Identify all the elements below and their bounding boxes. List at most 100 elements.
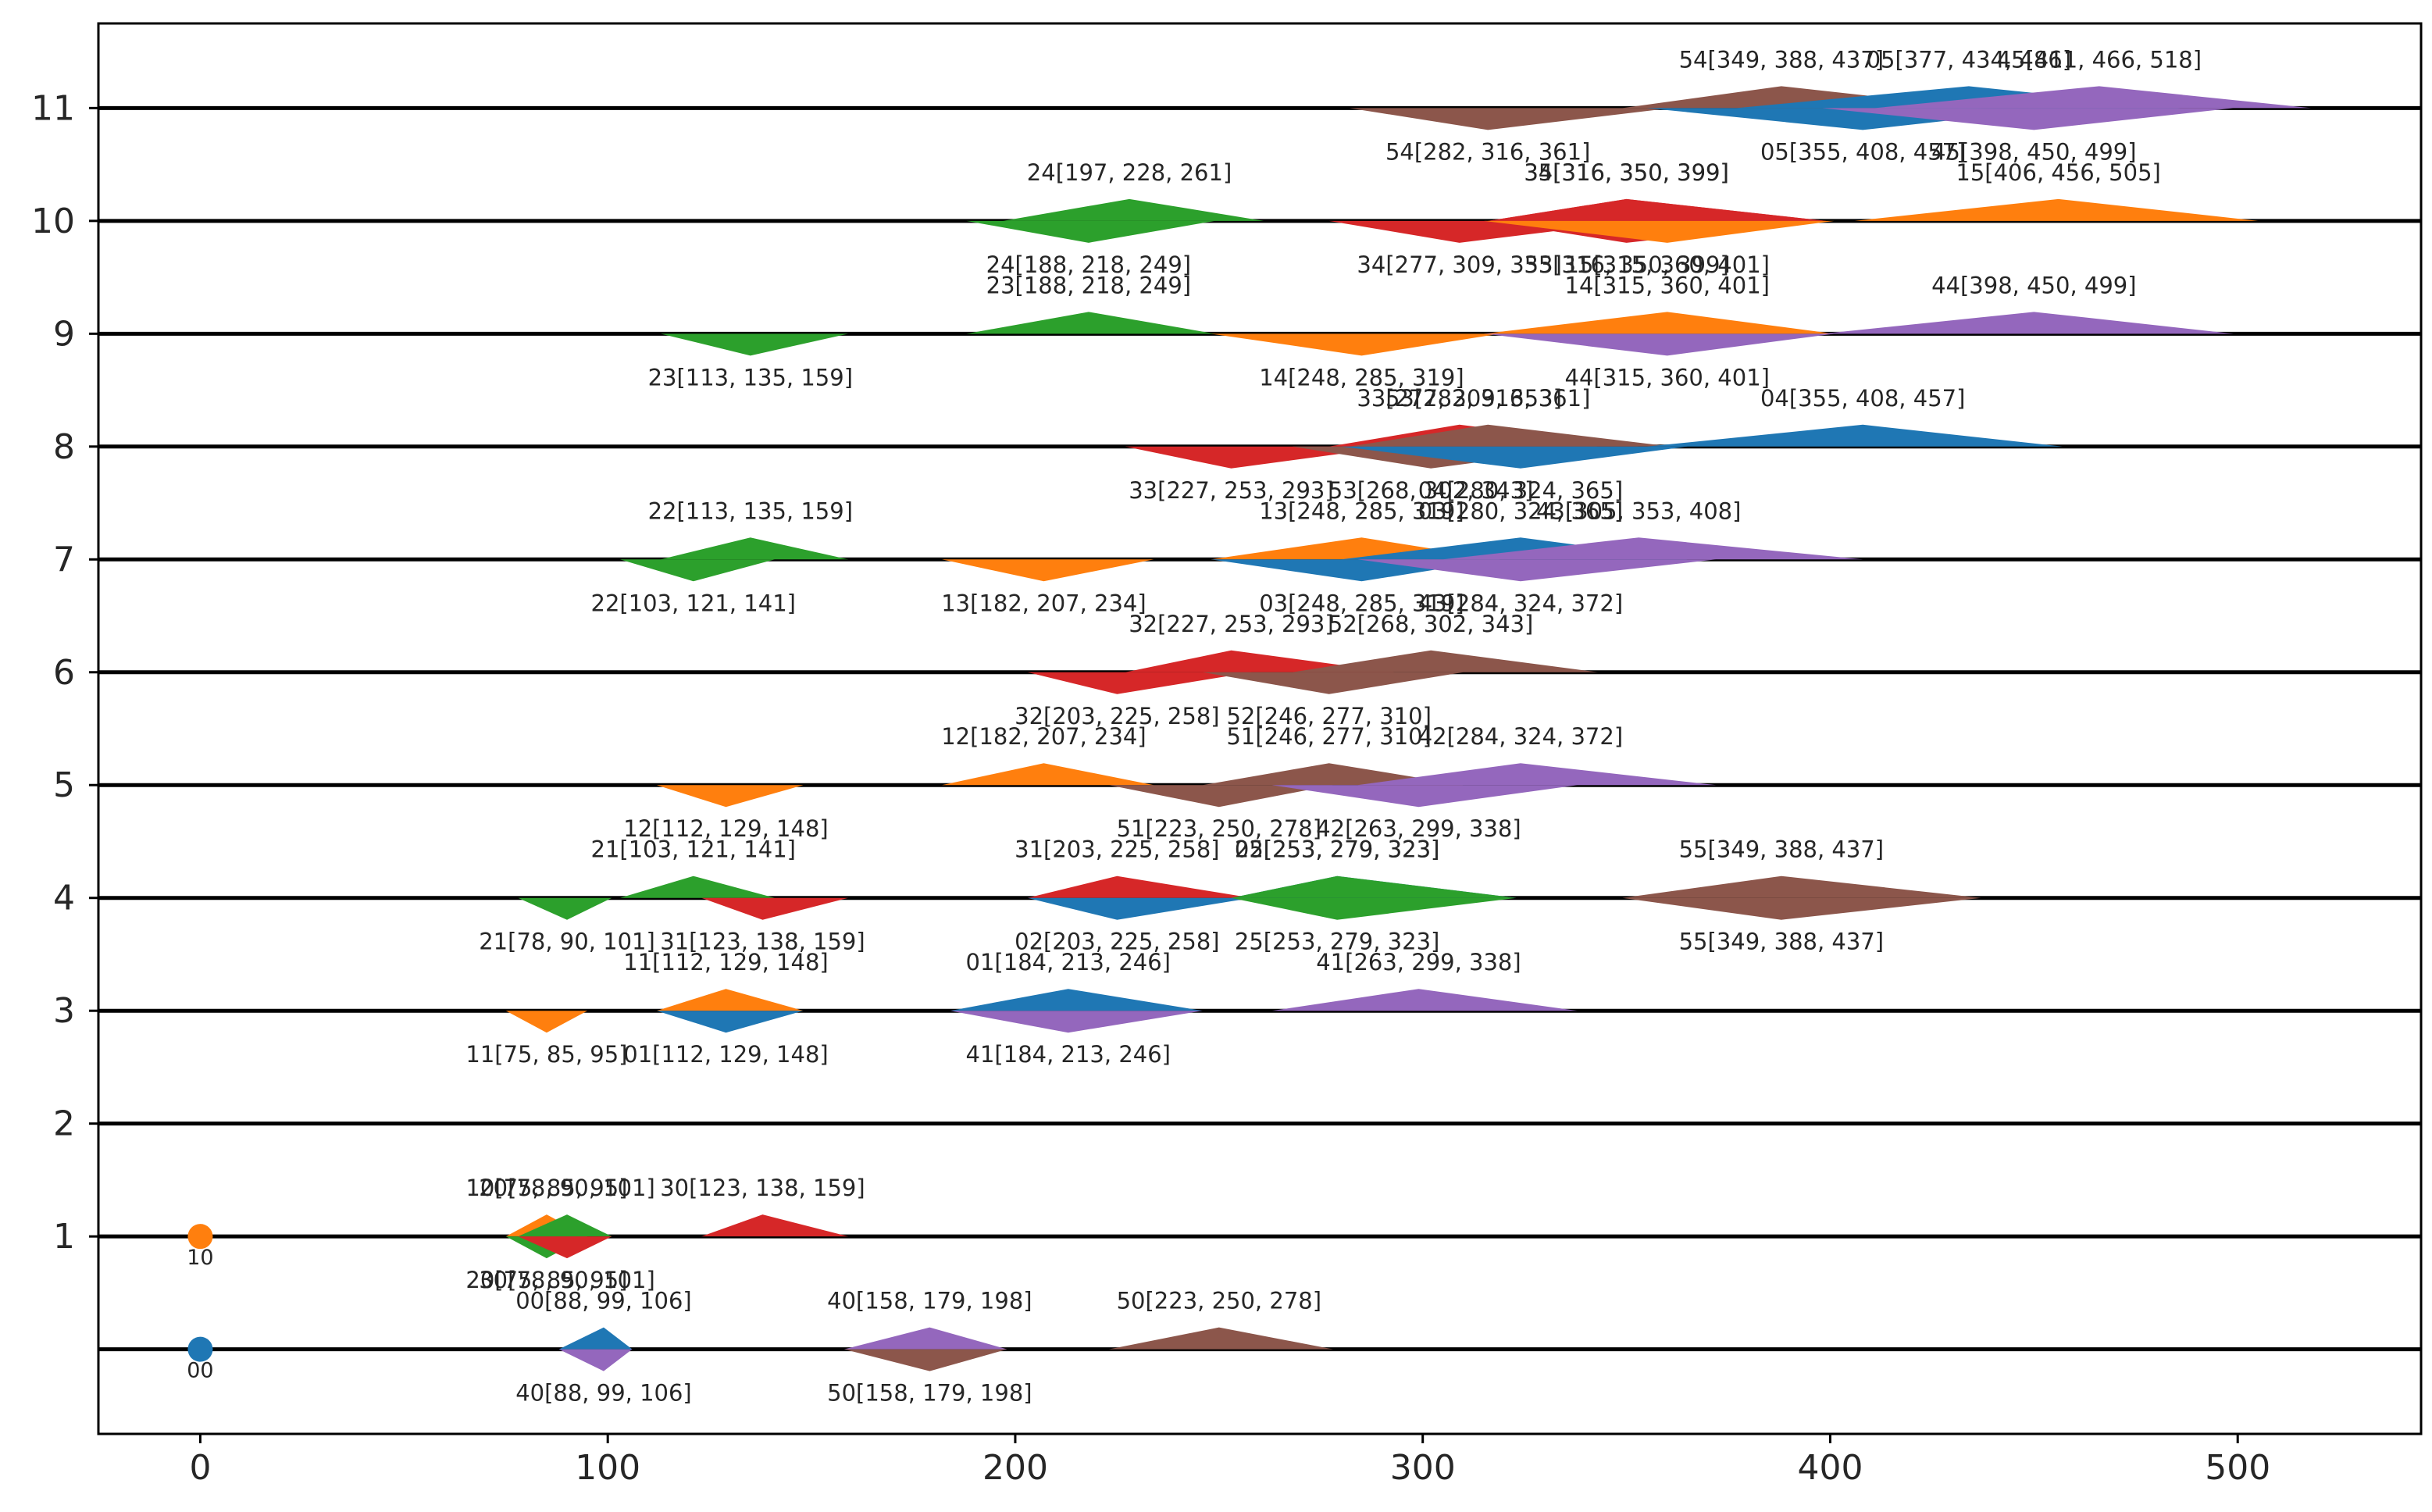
interval-label: 52[268, 302, 343]: [1328, 611, 1533, 637]
interval-mark: [1231, 897, 1517, 920]
interval-label: 42[284, 324, 372]: [1418, 723, 1623, 750]
interval-mark: [558, 1349, 633, 1371]
y-tick-label: 2: [53, 1104, 75, 1144]
interval-label: 20[75, 85, 95]: [465, 1267, 627, 1293]
y-tick-label: 5: [53, 765, 75, 805]
interval-mark: [1349, 108, 1671, 130]
interval-label: 50[223, 250, 278]: [1117, 1288, 1321, 1314]
interval-mark: [1357, 763, 1717, 786]
interval-label: 55[349, 388, 437]: [1679, 836, 1884, 863]
interval-label: 43[305, 353, 408]: [1536, 497, 1741, 524]
interval-label: 54[282, 316, 361]: [1385, 138, 1590, 165]
interval-label: 13[248, 285, 319]: [1259, 497, 1464, 524]
interval-label: 31[123, 138, 159]: [660, 929, 865, 955]
interval-label: 22[113, 135, 159]: [648, 497, 853, 524]
interval-label: 54[349, 388, 437]: [1679, 46, 1884, 73]
interval-label: 12[182, 207, 234]: [941, 723, 1146, 750]
interval-mark: [1271, 989, 1578, 1011]
interval-label: 32[203, 225, 258]: [1015, 703, 1219, 729]
axes: 0 100 200 300 400 500 1 2 3 4 5 6 7 8 9 10 11: [31, 22, 2423, 1488]
interval-label: 20[78, 90, 101]: [479, 1175, 655, 1201]
interval-label: 01[112, 129, 148]: [623, 1041, 828, 1068]
interval-mark: [661, 537, 849, 560]
interval-label: 03[248, 285, 319]: [1259, 590, 1464, 616]
x-tick-label: 500: [2205, 1448, 2270, 1488]
interval-label: 03[280, 324, 365]: [1418, 497, 1623, 524]
interval-mark: [1211, 333, 1500, 356]
interval-label: 23[113, 135, 159]: [648, 364, 853, 390]
y-tick-label: 1: [53, 1217, 75, 1257]
x-tick-label: 300: [1390, 1448, 1456, 1488]
x-tick-label: 200: [982, 1448, 1048, 1488]
interval-mark: [1108, 1327, 1333, 1350]
y-tick-label: 6: [53, 653, 75, 693]
interval-mark: [843, 1327, 1007, 1350]
interval-mark: [1202, 672, 1464, 694]
interval-mark: [1483, 312, 1835, 334]
interval-label: 45[411, 466, 518]: [1997, 46, 2202, 73]
interval-label: 50[158, 179, 198]: [827, 1380, 1032, 1407]
interval-label: 44[398, 450, 499]: [1931, 272, 2136, 298]
y-tick-label: 7: [53, 540, 75, 579]
interval-mark: [942, 763, 1154, 786]
interval-mark: [518, 1214, 612, 1237]
interval-mark: [1027, 672, 1252, 694]
interval-label: 45[398, 450, 499]: [1931, 138, 2136, 165]
interval-mark: [1442, 537, 1863, 560]
interval-mark: [1027, 875, 1252, 898]
interval-mark: [966, 220, 1215, 243]
y-tick-label: 8: [53, 427, 75, 467]
x-tick-label: 0: [189, 1448, 211, 1488]
interval-label: 52[246, 277, 310]: [1226, 703, 1431, 729]
plot-frame: [97, 22, 2423, 1435]
interval-label: 31[203, 225, 258]: [1015, 836, 1219, 863]
interval-label: 51[223, 250, 278]: [1117, 815, 1321, 842]
interval-mark: [1483, 220, 1835, 243]
interval-label: 43[284, 324, 372]: [1418, 590, 1623, 616]
interval-mark: [656, 785, 804, 808]
interval-label: 53[282, 316, 361]: [1385, 385, 1590, 412]
interval-label: 11[75, 85, 95]: [465, 1041, 627, 1068]
y-tick-label: 10: [31, 201, 75, 241]
interval-label: 14[315, 360, 401]: [1565, 272, 1770, 298]
interval-label: 05[377, 434, 486]: [1867, 46, 2071, 73]
interval-mark: [1271, 785, 1578, 808]
interval-mark: [1341, 446, 1688, 469]
interval-label: 10[75, 85, 95]: [465, 1175, 627, 1201]
interval-label: 13[182, 207, 234]: [941, 590, 1146, 616]
interval-label: 35[316, 350, 399]: [1524, 159, 1728, 186]
interval-label: 02[253, 279, 323]: [1235, 836, 1439, 863]
interval-mark: [1483, 333, 1835, 356]
interval-label: 24[197, 228, 261]: [1027, 159, 1232, 186]
interval-label: 40[158, 179, 198]: [827, 1288, 1032, 1314]
interval-label: 15[406, 456, 505]: [1956, 159, 2160, 186]
y-tick-label: 4: [53, 879, 75, 918]
start-point: [187, 1336, 213, 1362]
interval-mark: [1488, 198, 1827, 221]
interval-label: 22[103, 121, 141]: [591, 590, 796, 616]
interval-label: 00[88, 99, 106]: [515, 1288, 692, 1314]
interval-mark: [701, 897, 849, 920]
interval-mark: [661, 333, 849, 356]
interval-mark: [1027, 897, 1252, 920]
y-tick-label: 11: [31, 88, 75, 128]
y-tick-label: 3: [53, 991, 75, 1031]
interval-mark: [1854, 198, 2259, 221]
interval-label: 40[88, 99, 106]: [515, 1380, 692, 1407]
interval-label: 12[112, 129, 148]: [623, 815, 828, 842]
interval-label: 55[349, 388, 437]: [1679, 929, 1884, 955]
interval-mark: [942, 559, 1154, 582]
interval-label: 04[355, 408, 457]: [1760, 385, 1965, 412]
interval-label: 33[277, 309, 353]: [1357, 385, 1561, 412]
interval-mark: [843, 1349, 1007, 1371]
interval-mark: [1822, 312, 2234, 334]
y-tick-label: 9: [53, 314, 75, 354]
interval-mark: [1646, 424, 2063, 447]
interval-mark: [518, 1236, 612, 1259]
interval-mark: [701, 1214, 849, 1237]
x-tick-label: 400: [1797, 1448, 1863, 1488]
interval-label: 41[263, 299, 338]: [1316, 949, 1521, 975]
interval-label: 23[188, 218, 249]: [986, 272, 1191, 298]
interval-label: 15[315, 360, 401]: [1565, 251, 1770, 278]
